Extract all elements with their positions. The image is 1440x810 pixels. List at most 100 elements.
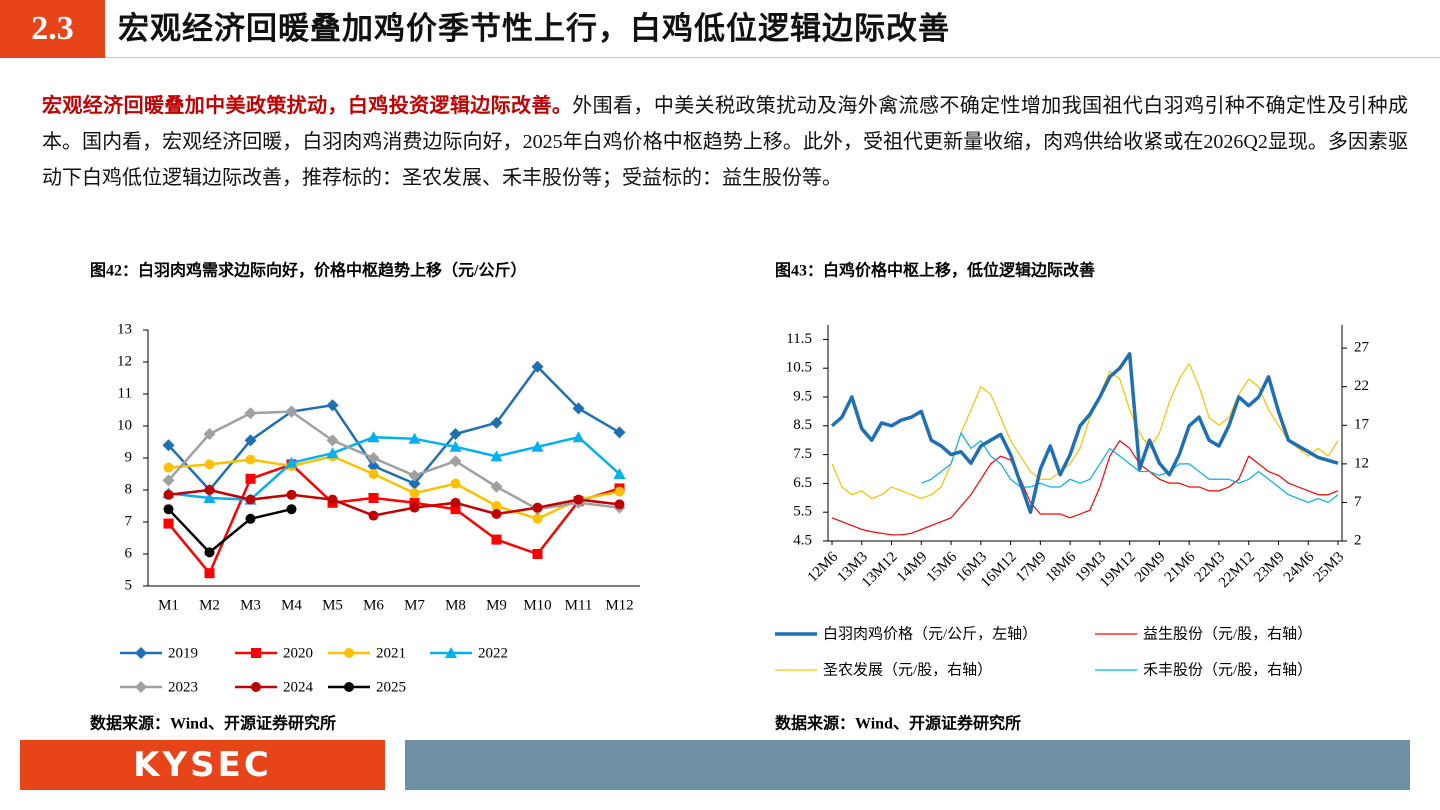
y2-tick-label: 17: [1354, 417, 1370, 433]
y-tick-label: 9: [125, 449, 133, 465]
legend-label: 2019: [168, 645, 198, 661]
y-tick-label: 5.5: [793, 504, 812, 520]
legend-marker: [251, 648, 261, 658]
legend-marker: [251, 682, 261, 692]
data-point: [449, 440, 462, 452]
x-tick-label: 21M6: [1162, 549, 1199, 586]
data-point: [368, 510, 379, 521]
data-point: [367, 431, 380, 443]
data-point: [285, 405, 298, 418]
x-tick-label: 25M3: [1311, 549, 1348, 586]
logo: KYSEC: [20, 740, 385, 790]
series-line: [167, 410, 620, 511]
data-point: [286, 504, 297, 515]
chart-caption: 图43：白鸡价格中枢上移，低位逻辑边际改善: [775, 261, 1095, 280]
series-line: [831, 440, 1339, 536]
y2-tick-label: 22: [1354, 378, 1369, 394]
data-point: [573, 494, 584, 505]
data-point: [408, 477, 421, 490]
data-point: [245, 454, 256, 465]
series-line: [168, 455, 620, 521]
data-point: [449, 428, 462, 440]
y-tick-label: 10.5: [786, 360, 812, 376]
y2-tick-label: 12: [1354, 455, 1369, 471]
legend-label: 圣农发展（元/股，右轴）: [823, 661, 992, 678]
data-point: [613, 426, 626, 439]
legend-label: 2021: [376, 645, 406, 661]
y-tick-label: 4.5: [793, 532, 812, 548]
x-tick-label: 24M6: [1281, 549, 1318, 586]
y-tick-label: 8.5: [793, 417, 812, 433]
data-point: [203, 428, 216, 440]
data-point: [245, 494, 256, 505]
x-tick-label: 12M6: [805, 549, 842, 586]
data-point: [326, 447, 339, 459]
footer-bar: [405, 740, 1410, 790]
legend-marker: [344, 648, 354, 658]
data-point: [162, 439, 175, 452]
series-line: [168, 488, 620, 517]
data-point: [613, 468, 626, 479]
data-point: [245, 513, 256, 524]
y2-tick-label: 27: [1354, 340, 1370, 356]
data-point: [409, 502, 420, 513]
data-point: [367, 460, 380, 472]
body-text: 外围看，中美关税政策扰动及海外禽流感不确定性增加我国祖代白羽鸡引种不确定性及引种…: [42, 95, 1409, 189]
legend-marker: [344, 682, 354, 692]
series-line: [167, 507, 292, 554]
y-tick-label: 7.5: [793, 446, 812, 462]
data-point: [203, 492, 216, 503]
x-tick-label: M11: [565, 597, 593, 613]
chart-caption: 图42：白羽肉鸡需求边际向好，价格中枢趋势上移（元/公斤）: [90, 261, 526, 280]
data-point: [491, 501, 502, 511]
data-point: [491, 534, 502, 545]
data-point: [368, 469, 379, 479]
legend-label: 白羽肉鸡价格（元/公斤，左轴）: [823, 625, 1037, 642]
data-point: [286, 489, 297, 500]
chart-source: 数据来源：Wind、开源证券研究所: [90, 714, 336, 733]
data-point: [614, 499, 625, 510]
data-point: [532, 513, 543, 524]
data-point: [532, 502, 543, 513]
data-point: [531, 440, 544, 452]
y-tick-label: 10: [117, 417, 132, 433]
data-point: [163, 462, 174, 473]
data-point: [449, 455, 462, 468]
x-tick-label: M9: [486, 597, 507, 613]
legend-label: 2024: [283, 679, 314, 695]
data-point: [163, 504, 174, 515]
data-point: [163, 518, 174, 529]
legend-marker: [135, 647, 147, 659]
x-tick-label: 15M6: [924, 549, 961, 586]
x-tick-label: 18M6: [1043, 549, 1080, 586]
data-point: [244, 407, 257, 420]
y-tick-label: 5: [125, 577, 133, 593]
legend-label: 益生股份（元/股，右轴）: [1143, 625, 1312, 642]
y-tick-label: 8: [125, 481, 133, 497]
x-tick-label: M7: [404, 597, 425, 613]
header-rule: [105, 57, 1440, 58]
y-tick-label: 12: [117, 353, 132, 369]
series-line: [831, 362, 1339, 500]
y-tick-label: 6.5: [793, 475, 812, 491]
data-point: [204, 459, 215, 470]
legend-label: 2022: [478, 645, 508, 661]
legend-marker: [445, 647, 457, 658]
y-tick-label: 11: [118, 385, 132, 401]
series-line: [168, 435, 621, 501]
data-point: [490, 480, 503, 493]
x-tick-label: M6: [363, 597, 384, 613]
data-point: [491, 509, 502, 519]
y2-tick-label: 2: [1354, 532, 1362, 548]
x-tick-label: 23M9: [1251, 549, 1288, 586]
data-point: [450, 478, 461, 489]
slide-title: 宏观经济回暖叠加鸡价季节性上行，白鸡低位逻辑边际改善: [118, 11, 950, 46]
legend-label: 禾丰股份（元/股，右轴）: [1143, 661, 1312, 678]
data-point: [204, 568, 215, 579]
charts: 图42：白羽肉鸡需求边际向好，价格中枢趋势上移（元/公斤） 数据来源：Wind、开…: [90, 261, 1370, 733]
x-tick-label: 17M9: [1013, 549, 1050, 586]
x-tick-label: M4: [281, 597, 302, 613]
lead-text: 宏观经济回暖叠加中美政策扰动，白鸡投资逻辑边际改善。: [42, 95, 573, 117]
y-tick-label: 6: [125, 545, 133, 561]
